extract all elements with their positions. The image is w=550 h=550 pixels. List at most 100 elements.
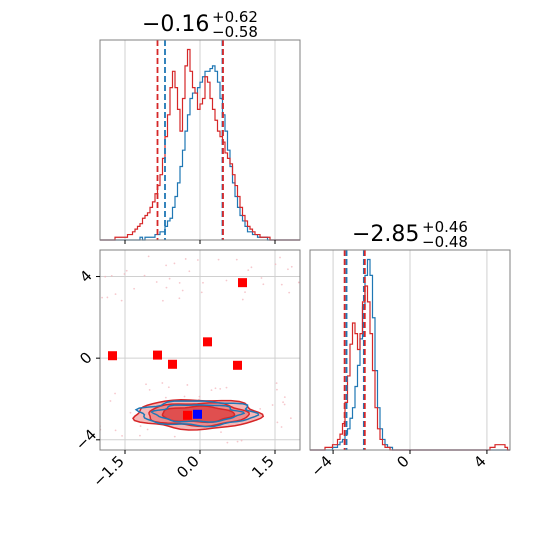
joint-ytick-label-1: 0 [76,348,95,367]
joint-sample-80 [133,287,136,290]
joint-sample-27 [274,263,277,266]
joint-sample-33 [280,426,283,428]
joint-sample-70 [106,296,109,299]
joint-sample-62 [250,266,253,269]
joint-sample-36 [247,269,250,272]
joint-sample-14 [110,274,113,277]
joint-sample-16 [280,283,283,286]
joint-sample-68 [290,265,293,268]
joint-xtick-label-2: 1.5 [248,452,278,482]
joint-sample-48 [275,382,278,384]
joint-sample-82 [297,281,300,284]
joint-sample-58 [198,395,201,398]
joint-ytick-label-0: −4 [72,426,100,454]
joint-sample-38 [173,435,176,438]
marginal-x-title-lower: −0.58 [212,23,258,41]
joint-sample-83 [161,299,164,302]
joint-sample-78 [129,411,132,414]
joint-sample-18 [202,281,204,284]
joint-sample-34 [101,296,103,299]
joint-sample-55 [161,382,164,384]
joint-sample-87 [259,407,262,410]
joint-sample-66 [114,392,116,395]
joint-sample-56 [225,386,228,389]
joint-sample-39 [196,259,199,261]
joint-sample-60 [188,270,191,273]
joint-sample-45 [241,298,244,301]
joint-sample-4 [262,283,265,286]
joint-sample-31 [217,258,220,261]
joint-sample-43 [143,274,146,277]
marginal-x-title-upper: +0.62 [212,8,258,26]
joint-sample-28 [114,293,117,296]
joint-sample-7 [260,277,263,279]
joint-red-marker-5 [238,278,247,288]
joint-sample-26 [165,264,168,267]
joint-blue-contour-1 [150,404,246,423]
joint-sample-6 [235,258,238,261]
joint-sample-86 [186,384,189,386]
joint-ytick-label-2: 4 [76,267,95,286]
joint-xtick-label-0: −1.5 [89,452,127,490]
joint-sample-47 [236,440,239,443]
marginal-y-xtick-label-1: 0 [393,452,412,471]
joint-sample-11 [165,286,168,289]
joint-sample-74 [147,255,150,258]
joint-xtick-label-1: 0.0 [173,452,203,482]
joint-sample-24 [287,268,289,271]
joint-sample-71 [120,299,123,302]
marginal-histogram-x-panel: −0.16 +0.62 −0.58 [99,8,301,244]
joint-sample-50 [148,388,151,391]
joint-blue-marker [193,409,202,419]
joint-sample-15 [200,291,203,294]
joint-sample-51 [178,281,181,284]
marginal-y-xtick-label-2: 4 [470,452,489,471]
joint-sample-76 [178,297,181,300]
joint-sample-22 [271,404,274,406]
marginal-x-title-value: −0.16 [142,12,209,37]
marginal-y-title-value: −2.85 [352,222,419,247]
joint-sample-67 [282,401,284,404]
joint-sample-73 [125,269,128,272]
joint-sample-37 [146,428,149,431]
joint-sample-13 [210,389,213,392]
marginal-y-title-upper: +0.46 [422,218,468,236]
joint-sample-9 [214,387,217,390]
joint-sample-52 [276,421,279,424]
joint-sample-29 [114,429,117,432]
joint-blue-contour-0 [134,400,260,428]
joint-sample-46 [121,434,123,437]
joint-sample-77 [145,383,147,386]
joint-sample-75 [183,395,186,398]
joint-sample-8 [283,403,286,406]
joint-sample-40 [226,441,229,444]
joint-sample-85 [283,396,286,399]
joint-sample-32 [276,388,278,391]
joint-red-marker-1 [153,350,162,360]
marginal-y-xtick-label-0: −4 [308,452,336,480]
joint-sample-59 [288,291,291,294]
joint-sample-63 [104,275,107,278]
joint-sample-72 [220,431,222,434]
joint-red-marker-4 [233,360,242,370]
joint-sample-12 [184,258,187,260]
joint-sample-30 [225,279,228,282]
joint-sample-79 [123,273,126,275]
joint-red-marker-2 [168,359,177,369]
joint-sample-10 [173,262,176,265]
joint-sample-2 [164,396,167,399]
joint-red-marker-3 [203,337,212,347]
joint-sample-44 [109,400,112,402]
joint-red-marker-6 [183,410,192,420]
joint-sample-5 [240,439,243,442]
joint-sample-88 [168,277,171,280]
joint-sample-41 [279,256,281,259]
joint-red-marker-0 [108,351,117,361]
joint-sample-57 [139,434,141,437]
marginal-y-title-lower: −0.48 [422,233,468,251]
joint-sample-84 [181,289,184,292]
joint-sample-49 [289,417,292,420]
joint-sample-54 [244,291,246,294]
joint-sample-69 [219,387,222,390]
